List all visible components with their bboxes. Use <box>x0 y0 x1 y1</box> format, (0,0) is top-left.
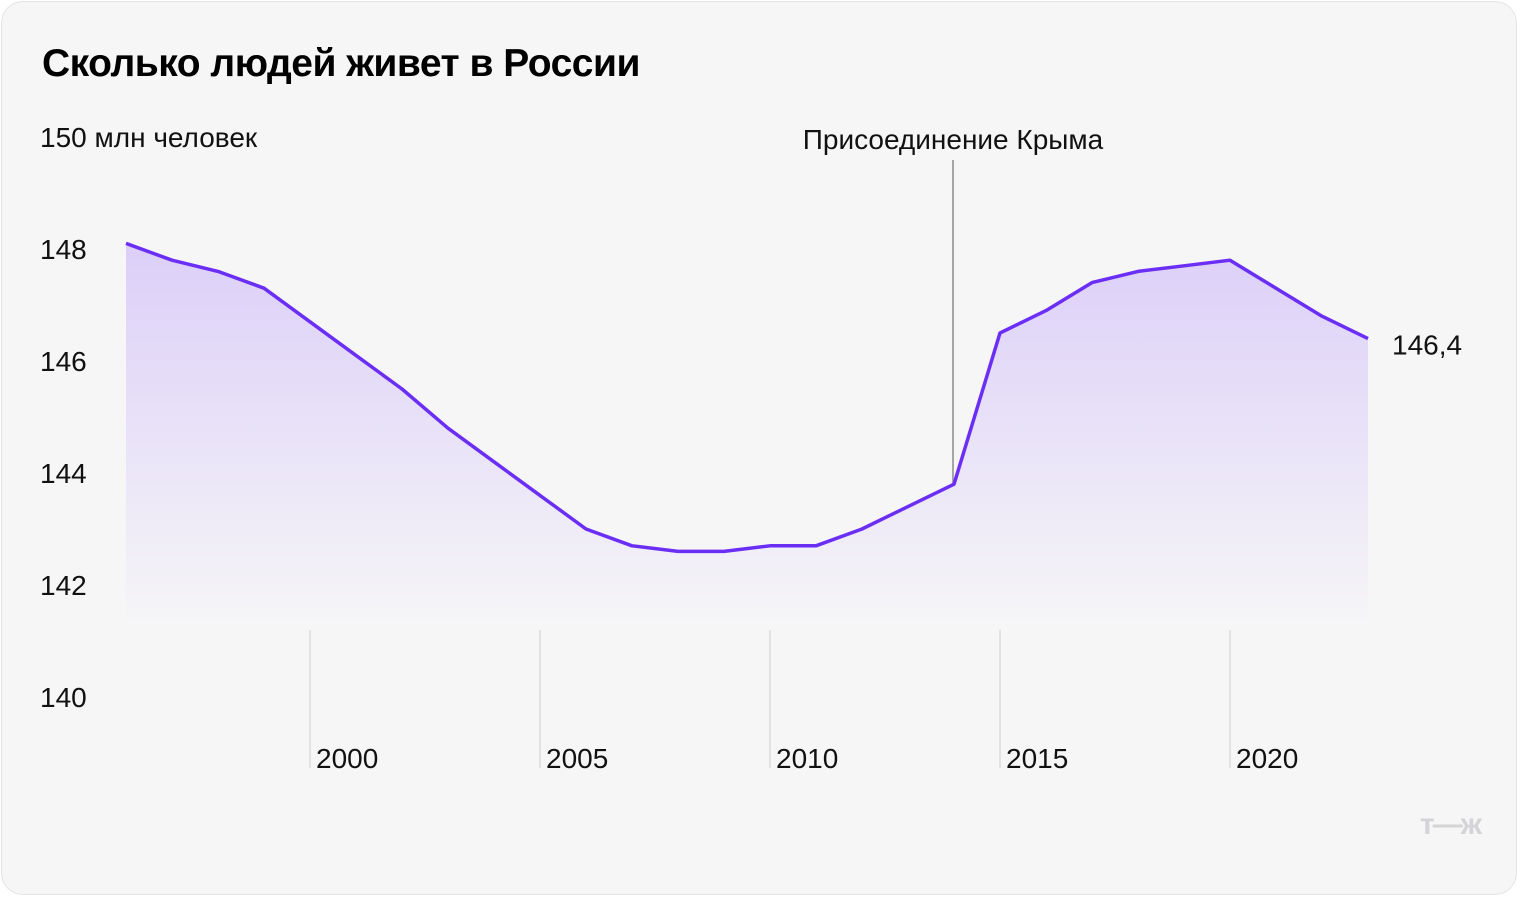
y-tick-label: 150 млн человек <box>40 122 258 153</box>
series-line <box>125 241 1369 554</box>
y-tick-label: 140 <box>40 682 87 713</box>
x-tick-label: 2000 <box>316 743 378 774</box>
x-tick-label: 2020 <box>1236 743 1298 774</box>
tzh-logo: т—ж <box>1420 808 1482 841</box>
y-tick-label: 148 <box>40 234 87 265</box>
x-tick-label: 2005 <box>546 743 608 774</box>
x-tick-label: 2010 <box>776 743 838 774</box>
last-value-label: 146,4 <box>1392 330 1462 361</box>
x-tick-label: 2015 <box>1006 743 1068 774</box>
area-fill <box>126 243 1368 630</box>
y-tick-label: 142 <box>40 570 87 601</box>
y-tick-label: 144 <box>40 458 87 489</box>
chart-title: Сколько людей живет в России <box>42 42 640 85</box>
annotation-label: Присоединение Крыма <box>803 124 1104 155</box>
y-tick-label: 146 <box>40 346 87 377</box>
